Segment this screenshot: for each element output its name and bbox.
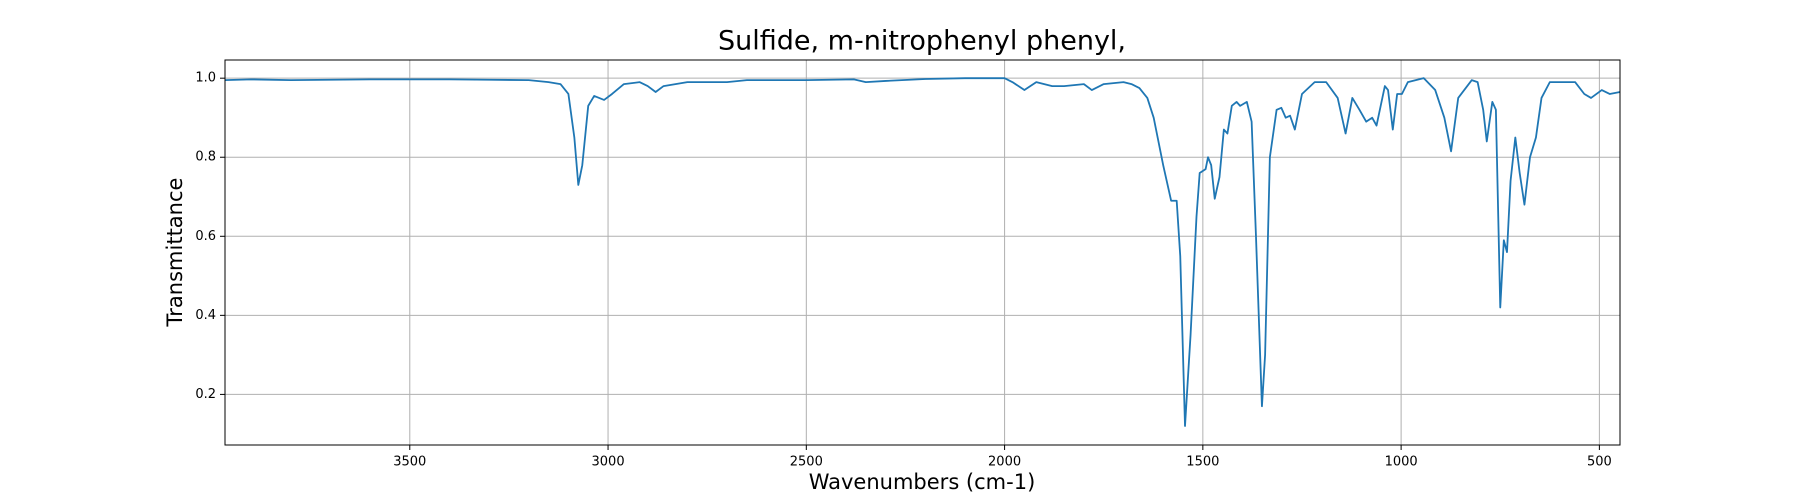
x-tick-label: 1500: [1186, 455, 1219, 470]
x-tick-label: 2000: [988, 455, 1021, 470]
y-tick-label: 1.0: [195, 71, 216, 86]
x-tick-label: 2500: [790, 455, 823, 470]
spectrum-line: [224, 77, 1621, 427]
y-tick-label: 0.8: [195, 150, 216, 165]
y-tick-label: 0.4: [195, 308, 216, 323]
y-tick-label: 0.2: [195, 387, 216, 402]
y-axis-label: Transmittance: [163, 178, 187, 328]
x-tick-label: 1000: [1385, 455, 1418, 470]
chart-title: Sulfide, m-nitrophenyl phenyl,: [718, 26, 1126, 57]
y-tick-label: 0.6: [195, 229, 216, 244]
x-tick-label: 3000: [592, 455, 625, 470]
x-tick-label: 500: [1587, 455, 1612, 470]
plot-frame: [224, 59, 1621, 446]
x-tick-label: 3500: [393, 455, 426, 470]
x-axis-label: Wavenumbers (cm-1): [809, 470, 1036, 494]
